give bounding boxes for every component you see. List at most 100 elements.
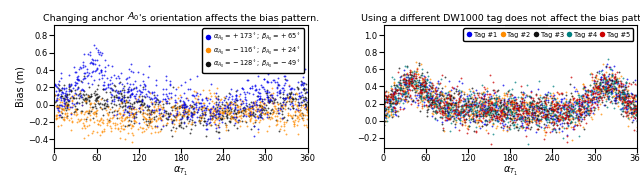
Point xyxy=(215,117,225,120)
Point xyxy=(387,113,397,116)
Point xyxy=(138,80,148,83)
Point xyxy=(400,83,410,86)
Point xyxy=(201,96,211,99)
Point xyxy=(184,110,195,113)
Point xyxy=(568,103,578,106)
Point xyxy=(598,85,608,88)
Point xyxy=(496,103,506,106)
Point xyxy=(469,114,479,117)
Point xyxy=(570,110,580,113)
Point xyxy=(479,100,489,103)
Point xyxy=(623,95,634,98)
Point xyxy=(233,111,243,114)
Point xyxy=(439,98,449,101)
Point xyxy=(386,86,396,89)
Point xyxy=(601,89,611,92)
Point xyxy=(261,92,271,95)
Point xyxy=(206,106,216,109)
Point xyxy=(607,95,617,98)
Point xyxy=(64,92,74,95)
Point xyxy=(491,117,501,120)
Point xyxy=(596,88,607,91)
Point xyxy=(196,115,207,118)
Point xyxy=(209,106,220,109)
Point xyxy=(241,108,251,111)
Point xyxy=(266,115,276,118)
Point xyxy=(68,110,79,113)
Point xyxy=(549,121,559,124)
Point xyxy=(406,79,417,82)
Point xyxy=(96,118,106,121)
Point xyxy=(298,96,308,99)
Point xyxy=(150,101,161,104)
Point xyxy=(510,104,520,107)
Point xyxy=(145,112,156,115)
Point xyxy=(217,121,227,124)
Point xyxy=(81,110,91,113)
Point xyxy=(591,95,602,98)
Point xyxy=(426,86,436,89)
Point xyxy=(454,110,465,113)
Point xyxy=(255,84,266,87)
Point xyxy=(92,96,102,99)
Point xyxy=(428,110,438,113)
Point xyxy=(115,137,125,140)
Point xyxy=(442,113,452,116)
Point xyxy=(618,89,628,92)
Point xyxy=(217,116,227,119)
Point xyxy=(461,108,471,110)
Point xyxy=(445,114,455,117)
Point xyxy=(226,114,236,117)
Point xyxy=(260,97,270,100)
Text: 's: 's xyxy=(140,14,150,23)
Point xyxy=(403,79,413,82)
Point xyxy=(459,109,469,112)
Point xyxy=(508,121,518,124)
Point xyxy=(115,112,125,115)
Point xyxy=(154,117,164,120)
Point xyxy=(500,101,511,104)
Point xyxy=(595,96,605,99)
Point xyxy=(436,106,447,109)
Point xyxy=(299,89,309,92)
Point xyxy=(413,91,424,94)
Point xyxy=(280,75,291,78)
Point xyxy=(383,105,394,108)
Point xyxy=(490,113,500,116)
Point xyxy=(513,104,524,107)
Point xyxy=(189,113,199,116)
Point xyxy=(601,78,611,81)
Point xyxy=(234,108,244,111)
Point xyxy=(202,98,212,101)
Point xyxy=(628,101,639,104)
Point xyxy=(518,103,529,106)
Point xyxy=(461,104,472,107)
Point xyxy=(82,71,92,74)
Point xyxy=(596,78,606,81)
Point xyxy=(577,117,587,120)
Point xyxy=(613,86,623,89)
Point xyxy=(472,109,483,112)
Point xyxy=(486,95,496,98)
Point xyxy=(233,110,243,113)
Point xyxy=(458,99,468,102)
Point xyxy=(511,126,522,129)
Point xyxy=(182,118,193,121)
Point xyxy=(503,120,513,123)
Point xyxy=(239,112,249,115)
Point xyxy=(269,102,280,105)
Point xyxy=(573,94,584,97)
Point xyxy=(593,93,604,96)
Point xyxy=(626,95,636,98)
Point xyxy=(514,106,524,109)
Point xyxy=(463,106,474,109)
Point xyxy=(83,95,93,98)
Point xyxy=(142,112,152,115)
Point xyxy=(161,92,171,95)
Point xyxy=(479,108,490,111)
Point xyxy=(478,114,488,117)
Point xyxy=(240,109,250,112)
Point xyxy=(536,111,547,114)
Point xyxy=(549,102,559,105)
Point xyxy=(66,83,76,86)
